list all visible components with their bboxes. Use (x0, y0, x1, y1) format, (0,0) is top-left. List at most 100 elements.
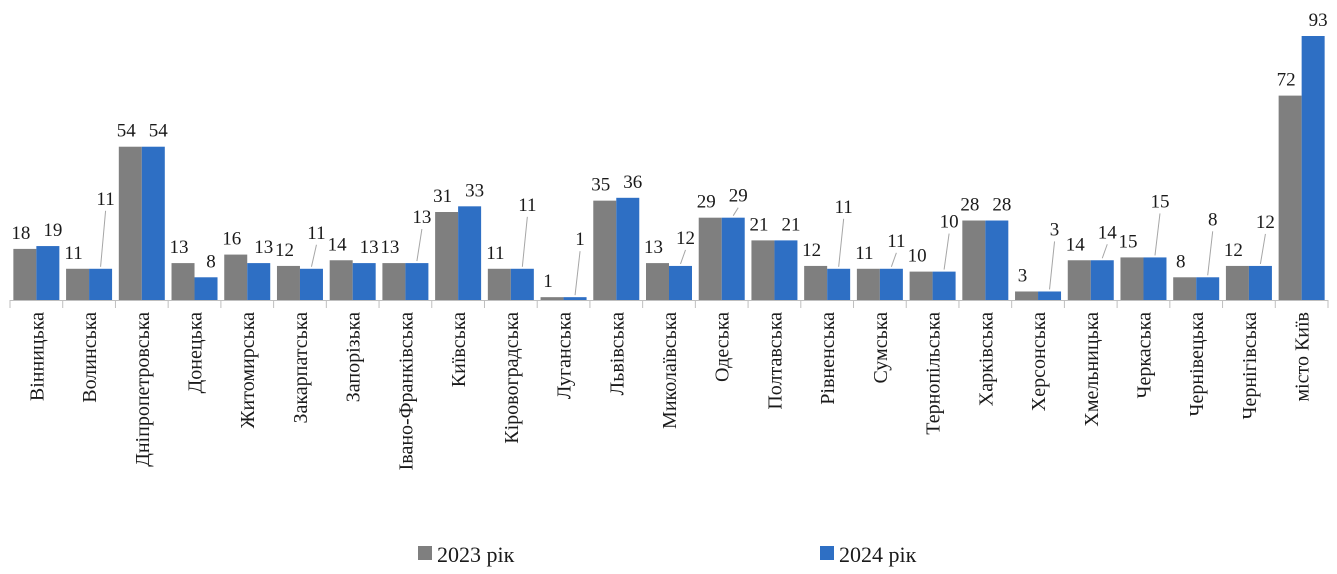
bar-2023-7 (329, 260, 353, 300)
bar-2023-22 (1120, 257, 1144, 300)
leader-line-2024-17 (890, 252, 897, 267)
category-label-1: Вінницька (26, 312, 48, 401)
category-label-20: Херсонська (1028, 312, 1050, 411)
category-label-14: Одеська (712, 312, 734, 382)
bar-2023-25 (1278, 95, 1302, 300)
category-label-12: Львівська (606, 312, 628, 395)
value-label-2023-13: 13 (644, 237, 663, 258)
value-label-2023-22: 15 (1118, 231, 1137, 252)
value-label-2023-21: 14 (1066, 234, 1086, 255)
value-label-2023-1: 18 (11, 223, 30, 244)
bar-2024-2 (89, 268, 113, 300)
leader-line-2024-13 (680, 249, 686, 265)
category-label-7: Запорізька (343, 312, 365, 402)
value-label-2023-16: 12 (802, 240, 821, 261)
value-label-2024-2: 11 (96, 189, 114, 210)
leader-line-2024-18 (943, 233, 950, 270)
value-label-2024-4: 8 (206, 251, 216, 272)
bar-2023-4 (171, 263, 195, 300)
value-label-2024-3: 54 (149, 121, 169, 142)
category-label-22: Черкаська (1133, 312, 1155, 399)
value-label-2024-20: 3 (1050, 219, 1060, 240)
bar-2023-8 (382, 263, 406, 300)
value-label-2023-24: 12 (1224, 240, 1243, 261)
bar-2023-21 (1067, 260, 1091, 300)
bar-2024-25 (1301, 36, 1325, 300)
value-label-2024-10: 11 (518, 195, 536, 216)
bar-2024-10 (510, 268, 534, 300)
category-label-5: Житомирська (237, 312, 259, 428)
bar-2023-5 (224, 254, 248, 300)
value-label-2024-18: 10 (940, 212, 959, 233)
bar-2024-3 (141, 146, 165, 300)
category-label-18: Тернопільська (923, 312, 945, 435)
bars-layer (13, 36, 1325, 300)
value-label-2024-22: 15 (1150, 191, 1169, 212)
leader-line-2024-22 (1154, 213, 1161, 256)
value-label-2024-7: 13 (360, 237, 379, 258)
bar-2023-23 (1173, 277, 1197, 300)
category-label-24: Чернігівська (1239, 312, 1261, 420)
bar-2023-3 (118, 146, 142, 300)
leader-line-2024-8 (416, 229, 423, 262)
value-label-2024-11: 1 (575, 229, 585, 250)
bar-2023-15 (751, 240, 775, 300)
value-label-2023-20: 3 (1018, 265, 1028, 286)
bar-2024-5 (247, 263, 271, 300)
value-label-2024-25: 93 (1309, 10, 1328, 31)
value-label-2023-8: 13 (380, 237, 399, 258)
value-label-2023-4: 13 (170, 237, 189, 258)
value-label-2024-16: 11 (835, 197, 853, 218)
bar-2024-6 (299, 268, 323, 300)
legend-label-2024: 2024 рік (839, 542, 917, 567)
bar-2023-19 (962, 220, 986, 300)
bar-2023-24 (1225, 265, 1249, 300)
bar-2024-20 (1038, 291, 1062, 300)
value-label-2023-12: 35 (591, 175, 610, 196)
value-label-2023-23: 8 (1176, 251, 1186, 272)
value-label-2024-12: 36 (623, 172, 642, 193)
value-label-2023-15: 21 (749, 214, 768, 235)
bar-2024-17 (879, 268, 903, 300)
legend-swatch-2023 (418, 546, 432, 560)
value-label-2024-23: 8 (1208, 209, 1218, 230)
bar-2023-13 (646, 263, 669, 300)
category-label-23: Чернівецька (1186, 312, 1208, 417)
bar-2024-14 (721, 217, 745, 300)
bar-2023-9 (435, 212, 459, 300)
bar-2024-4 (194, 277, 218, 300)
bar-2024-15 (774, 240, 798, 300)
category-label-15: Полтавська (764, 312, 786, 410)
category-label-2: Волинська (79, 312, 101, 403)
bar-2024-8 (405, 263, 429, 300)
value-label-2024-5: 13 (254, 237, 273, 258)
value-label-2024-19: 28 (992, 195, 1011, 216)
value-label-2024-13: 12 (676, 228, 695, 249)
bar-2023-11 (540, 297, 564, 300)
leader-line-2024-14 (732, 207, 739, 216)
category-label-17: Сумська (870, 312, 892, 384)
value-label-2024-9: 33 (465, 180, 484, 201)
value-label-2023-5: 16 (222, 229, 241, 250)
category-label-13: Миколаївська (659, 312, 681, 429)
category-label-6: Закарпатська (290, 312, 312, 424)
leader-line-2024-16 (838, 218, 845, 267)
leader-line-2024-24 (1259, 233, 1266, 265)
value-label-2024-14: 29 (729, 186, 748, 207)
bar-2024-18 (932, 271, 956, 300)
bar-2023-1 (13, 248, 37, 300)
category-label-25: місто Київ (1292, 312, 1314, 402)
category-label-19: Харківська (975, 312, 997, 406)
bar-2024-19 (985, 220, 1009, 300)
bar-2024-11 (563, 297, 587, 300)
bar-2023-14 (698, 217, 722, 300)
category-label-3: Дніпропетровська (132, 312, 154, 467)
value-label-2023-2: 11 (64, 243, 82, 264)
value-label-2024-6: 11 (307, 223, 325, 244)
value-label-2023-11: 1 (543, 271, 553, 292)
bar-2023-20 (1015, 291, 1039, 300)
bar-2024-22 (1143, 257, 1167, 300)
value-label-2024-24: 12 (1256, 212, 1275, 233)
x-axis-ticks (9, 300, 1329, 308)
leader-line-2024-11 (574, 251, 581, 296)
